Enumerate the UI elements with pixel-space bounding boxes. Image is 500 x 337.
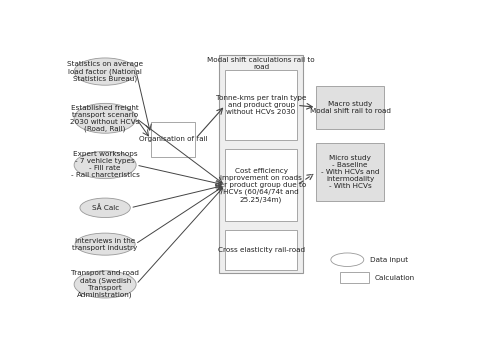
- Text: Statistics on average
load factor (National
Statistics Bureau): Statistics on average load factor (Natio…: [67, 61, 143, 82]
- Text: Interviews in the
transport industry: Interviews in the transport industry: [72, 238, 138, 251]
- Bar: [220, 55, 303, 273]
- Bar: [316, 143, 384, 201]
- Ellipse shape: [74, 58, 136, 85]
- Bar: [340, 272, 368, 283]
- Text: Calculation: Calculation: [374, 275, 414, 281]
- Bar: [316, 86, 384, 129]
- Text: Modal shift calculations rail to
road: Modal shift calculations rail to road: [208, 57, 315, 70]
- Text: SÅ Calc: SÅ Calc: [92, 205, 119, 211]
- Bar: [150, 122, 195, 157]
- Text: Tonne-kms per train type
and product group
without HCVs 2030: Tonne-kms per train type and product gro…: [216, 95, 306, 115]
- Text: Organisation of rail: Organisation of rail: [138, 136, 207, 142]
- Ellipse shape: [74, 271, 136, 298]
- Text: Cost efficiency
improvement on roads
per product group due to
HCVs (60/64/74t an: Cost efficiency improvement on roads per…: [216, 167, 306, 203]
- Text: Established freight
transport scenario
2030 without HCVs
(Road, Rail): Established freight transport scenario 2…: [70, 104, 140, 132]
- Text: Expert workshops
- 7 vehicle types
- Fill rate
- Rail charcteristics: Expert workshops - 7 vehicle types - Fil…: [70, 152, 140, 179]
- Text: Transport and road
data (Swedish
Transport
Administration): Transport and road data (Swedish Transpo…: [71, 270, 139, 298]
- Bar: [225, 230, 297, 270]
- Ellipse shape: [74, 151, 136, 179]
- Text: Data input: Data input: [370, 257, 408, 263]
- Ellipse shape: [331, 253, 364, 267]
- Ellipse shape: [74, 103, 136, 133]
- Text: Micro study
- Baseline
- With HCVs and
intermodality
- With HCVs: Micro study - Baseline - With HCVs and i…: [321, 155, 380, 189]
- Ellipse shape: [80, 198, 130, 218]
- Bar: [225, 149, 297, 221]
- Text: Macro study
Modal shift rail to road: Macro study Modal shift rail to road: [310, 101, 390, 114]
- Ellipse shape: [75, 233, 135, 255]
- Text: Cross elasticity rail-road: Cross elasticity rail-road: [218, 247, 304, 253]
- Bar: [225, 70, 297, 140]
